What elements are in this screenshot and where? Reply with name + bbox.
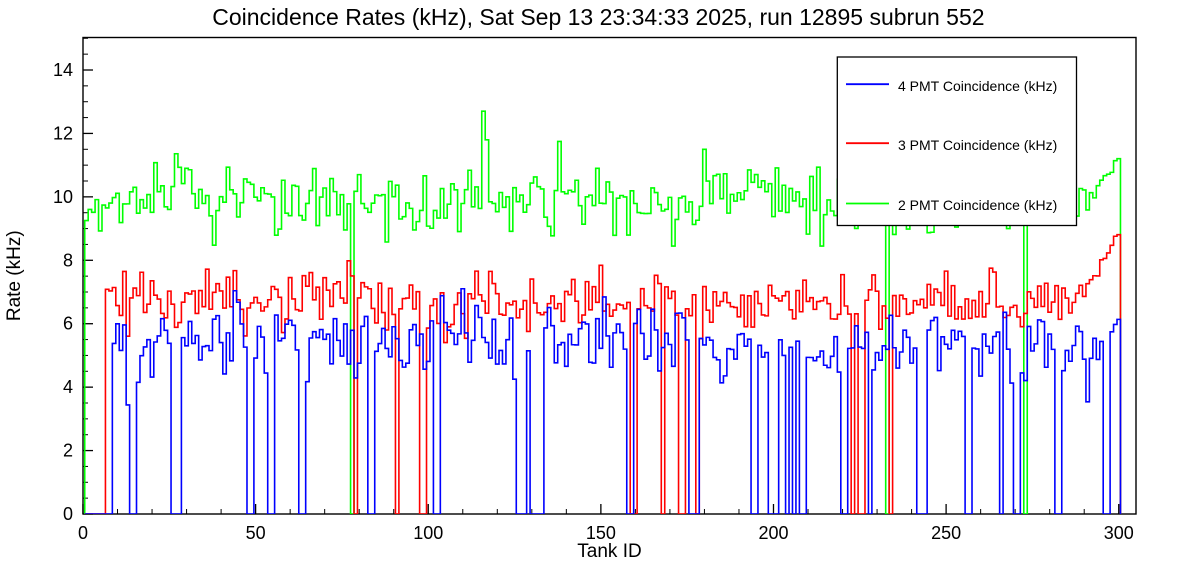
svg-text:250: 250 — [931, 523, 961, 543]
svg-text:10: 10 — [53, 187, 73, 207]
svg-text:4: 4 — [63, 377, 73, 397]
svg-text:Rate (kHz): Rate (kHz) — [4, 230, 25, 321]
svg-text:3 PMT Coincidence (kHz): 3 PMT Coincidence (kHz) — [898, 137, 1057, 153]
svg-text:6: 6 — [63, 314, 73, 334]
svg-text:2 PMT Coincidence (kHz): 2 PMT Coincidence (kHz) — [898, 197, 1057, 213]
svg-text:0: 0 — [78, 523, 88, 543]
svg-text:150: 150 — [586, 523, 616, 543]
svg-text:2: 2 — [63, 441, 73, 461]
svg-text:Coincidence Rates (kHz), Sat S: Coincidence Rates (kHz), Sat Sep 13 23:3… — [212, 4, 984, 30]
svg-text:50: 50 — [246, 523, 266, 543]
svg-text:8: 8 — [63, 250, 73, 270]
svg-text:4 PMT Coincidence (kHz): 4 PMT Coincidence (kHz) — [898, 78, 1057, 94]
svg-text:0: 0 — [63, 504, 73, 524]
svg-text:Tank ID: Tank ID — [577, 541, 641, 562]
svg-text:300: 300 — [1104, 523, 1134, 543]
svg-text:200: 200 — [758, 523, 788, 543]
svg-text:100: 100 — [413, 523, 443, 543]
svg-text:12: 12 — [53, 123, 73, 143]
svg-text:14: 14 — [53, 60, 73, 80]
